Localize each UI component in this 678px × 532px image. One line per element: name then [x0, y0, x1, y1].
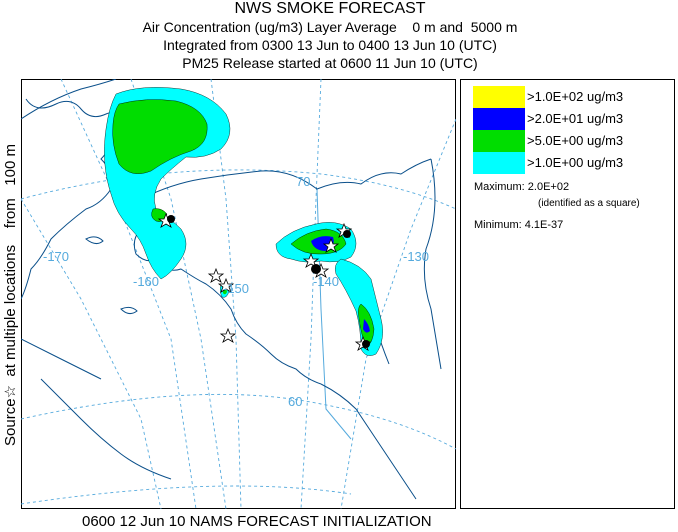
source-markers: [157, 212, 372, 351]
legend-maximum: Maximum: 2.0E+02: [474, 181, 570, 193]
source-star: [322, 237, 340, 253]
coast-aleutians: [40, 378, 172, 480]
source-cluster: [343, 230, 351, 238]
plume-siberia-green: [112, 99, 208, 174]
legend-item: >5.0E+00 ug/m3: [473, 130, 673, 152]
legend-item: >2.0E+01 ug/m3: [473, 108, 673, 130]
source-side-label: Source☆ at multiple locations from 100 m: [0, 80, 20, 510]
smoke-forecast-map: -170 -160 -150 -140 -130 70 60: [21, 79, 456, 509]
legend-maximum-note: (identified as a square): [538, 198, 640, 209]
source-side-text: Source☆ at multiple locations from 100 m: [2, 144, 19, 446]
legend-label: >1.0E+02 ug/m3: [527, 89, 624, 104]
coastline: [21, 79, 442, 500]
map-subtitle-integration: Integrated from 0300 13 Jun to 0400 13 J…: [163, 37, 497, 53]
meridian-130: [340, 118, 456, 509]
legend-swatch: [473, 152, 525, 174]
parallel-60: [21, 393, 456, 450]
meridian-180: [21, 198, 162, 509]
source-star: [207, 267, 225, 283]
legend-item: >1.0E+02 ug/m3: [473, 86, 673, 108]
meridian-170: [60, 79, 197, 509]
island-stlawrence: [85, 236, 104, 245]
legend-swatch: [473, 130, 525, 152]
legend-item: >1.0E+00 ug/m3: [473, 152, 673, 174]
lon-label-130: -130: [403, 249, 429, 264]
source-clusters: [167, 215, 370, 348]
source-cluster: [167, 215, 175, 223]
coast-alaska-north: [140, 158, 432, 200]
map-subtitle-concentration: Air Concentration (ug/m3) Layer Average …: [142, 19, 518, 35]
parallel-70: [21, 169, 456, 210]
meridian-160: [130, 79, 227, 509]
source-cluster: [362, 340, 370, 348]
coast-canada: [423, 158, 442, 370]
legend-minimum: Minimum: 4.1E-37: [474, 219, 564, 231]
legend-swatch: [473, 108, 525, 130]
lat-label-60: 60: [288, 394, 302, 409]
legend-label: >2.0E+01 ug/m3: [527, 111, 624, 126]
legend-label: >5.0E+00 ug/m3: [527, 133, 624, 148]
parallel-50: [21, 485, 352, 505]
source-star: [217, 277, 235, 293]
lon-label-150: -150: [223, 281, 249, 296]
coast-siberia: [21, 79, 122, 300]
meridian-140: [300, 79, 322, 509]
plume-siberia: [104, 87, 231, 280]
legend-swatch: [473, 86, 525, 108]
lon-label-160: -160: [133, 274, 159, 289]
lon-label-140: -140: [313, 274, 339, 289]
lon-label-170: -170: [43, 249, 69, 264]
forecast-initialization: 0600 12 Jun 10 NAMS FORECAST INITIALIZAT…: [82, 513, 432, 530]
legend-label: >1.0E+00 ug/m3: [527, 155, 624, 170]
coast-hudson-bay: [21, 338, 102, 380]
plume-southeast-blue: [363, 319, 370, 333]
coast-alaska-west: [133, 198, 322, 385]
lat-label-70: 70: [296, 174, 310, 189]
map-subtitle-release: PM25 Release started at 0600 11 Jun 10 (…: [182, 55, 478, 71]
map-title: NWS SMOKE FORECAST: [234, 0, 426, 17]
legend: >1.0E+02 ug/m3 >2.0E+01 ug/m3 >5.0E+00 u…: [460, 79, 675, 509]
source-star: [302, 252, 320, 268]
island-nunivak: [120, 306, 138, 315]
graticule-labels: -170 -160 -150 -140 -130 70 60: [43, 174, 429, 409]
plume-southeast: [334, 258, 383, 356]
source-star: [219, 327, 237, 343]
source-cluster: [311, 264, 321, 274]
